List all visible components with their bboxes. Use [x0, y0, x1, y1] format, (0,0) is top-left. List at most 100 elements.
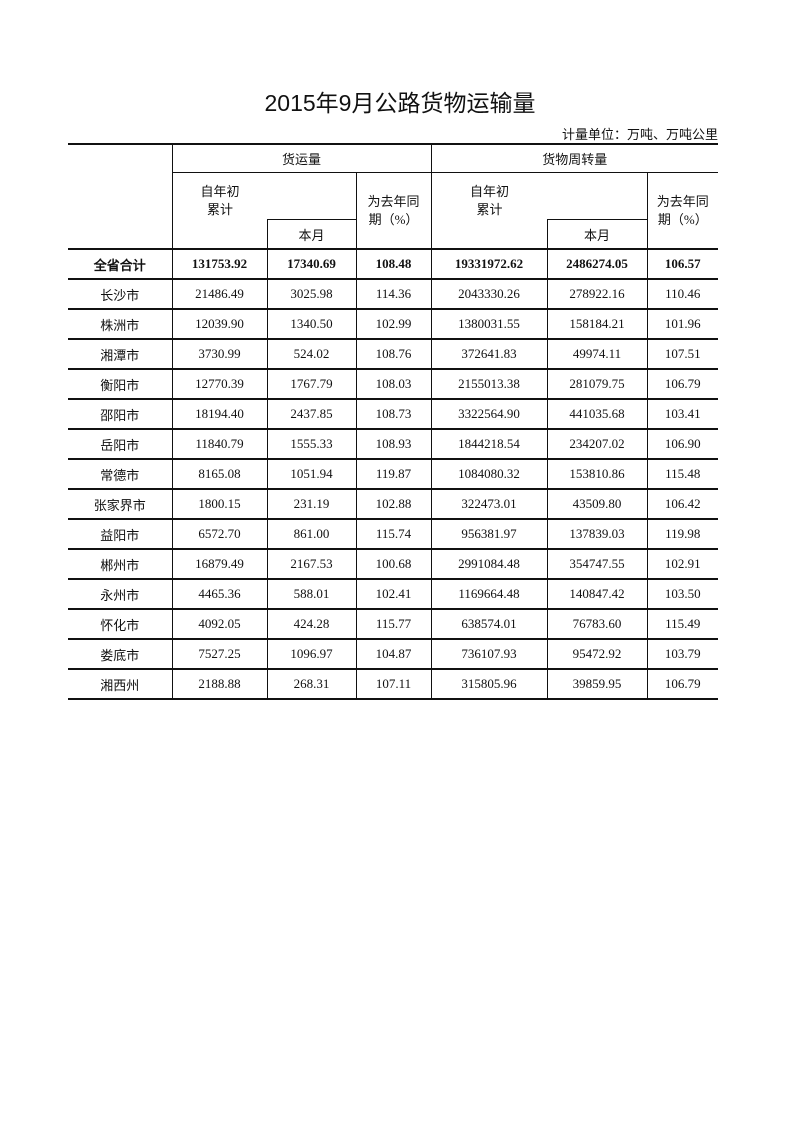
value-cell: 861.00	[266, 518, 357, 550]
table-row: 永州市 4465.36 588.01 102.41 1169664.48 140847.4…	[68, 578, 719, 610]
table-row: 郴州市 16879.49 2167.53 100.68 2991084.48 354747…	[68, 548, 719, 580]
table-row: 株洲市 12039.90 1340.50 102.99 1380031.55 158184…	[68, 308, 719, 340]
value-cell: 4092.05	[171, 608, 268, 640]
value-cell: 115.77	[355, 608, 432, 640]
value-cell: 1051.94	[266, 458, 357, 490]
value-cell: 106.90	[646, 428, 719, 460]
value-cell: 43509.80	[546, 488, 648, 520]
value-cell: 103.41	[646, 398, 719, 430]
table-row: 娄底市 7527.25 1096.97 104.87 736107.93 95472.92…	[68, 638, 719, 670]
value-cell: 102.99	[355, 308, 432, 340]
value-cell: 268.31	[266, 668, 357, 700]
value-cell: 2167.53	[266, 548, 357, 580]
table-row: 湘潭市 3730.99 524.02 108.76 372641.83 49974.11 1…	[68, 338, 719, 370]
table-row: 衡阳市 12770.39 1767.79 108.03 2155013.38 281079…	[68, 368, 719, 400]
value-cell: 11840.79	[171, 428, 268, 460]
value-cell: 115.74	[355, 518, 432, 550]
value-cell: 115.48	[646, 458, 719, 490]
value-cell: 103.50	[646, 578, 719, 610]
value-cell: 153810.86	[546, 458, 648, 490]
page-title: 2015年9月公路货物运输量	[264, 90, 536, 116]
header-cumulative: 自年初 累计	[171, 172, 357, 220]
header-freight-turnover: 货物周转量	[430, 143, 719, 173]
value-cell: 1800.15	[171, 488, 268, 520]
value-cell: 108.76	[355, 338, 432, 370]
value-cell: 372641.83	[430, 338, 548, 370]
value-cell: 39859.95	[546, 668, 648, 700]
value-cell: 104.87	[355, 638, 432, 670]
region-cell: 郴州市	[68, 548, 173, 580]
total-row: 全省合计 131753.92 17340.69 108.48 19331972.62 24…	[68, 248, 719, 280]
header-month: 本月	[266, 219, 357, 250]
value-cell: 2188.88	[171, 668, 268, 700]
region-cell: 湘西州	[68, 668, 173, 700]
value-cell: 588.01	[266, 578, 357, 610]
value-cell: 119.87	[355, 458, 432, 490]
value-cell: 131753.92	[171, 248, 268, 280]
value-cell: 315805.96	[430, 668, 548, 700]
value-cell: 108.73	[355, 398, 432, 430]
table-row: 常德市 8165.08 1051.94 119.87 1084080.32 153810.…	[68, 458, 719, 490]
header-row: 货运量 货物周转量	[68, 143, 719, 250]
value-cell: 524.02	[266, 338, 357, 370]
value-cell: 102.88	[355, 488, 432, 520]
value-cell: 110.46	[646, 278, 719, 310]
header-row: 本月 本月	[68, 219, 718, 250]
header-month: 本月	[546, 219, 648, 250]
value-cell: 6572.70	[171, 518, 268, 550]
region-cell: 怀化市	[68, 608, 173, 640]
table-row: 岳阳市 11840.79 1555.33 108.93 1844218.54 234207…	[68, 428, 719, 460]
value-cell: 234207.02	[546, 428, 648, 460]
value-cell: 115.49	[646, 608, 719, 640]
value-cell: 100.68	[355, 548, 432, 580]
value-cell: 102.91	[646, 548, 719, 580]
value-cell: 106.79	[646, 668, 719, 700]
region-cell: 湘潭市	[68, 338, 173, 370]
region-cell: 常德市	[68, 458, 173, 490]
value-cell: 12039.90	[171, 308, 268, 340]
value-cell: 2155013.38	[430, 368, 548, 400]
value-cell: 16879.49	[171, 548, 268, 580]
value-cell: 140847.42	[546, 578, 648, 610]
header-ratio: 为去年同 期（%）	[646, 172, 719, 250]
value-cell: 106.79	[646, 368, 719, 400]
value-cell: 49974.11	[546, 338, 648, 370]
value-cell: 18194.40	[171, 398, 268, 430]
table-row: 湘西州 2188.88 268.31 107.11 315805.96 39859.95 1…	[68, 668, 719, 700]
value-cell: 281079.75	[546, 368, 648, 400]
value-cell: 1169664.48	[430, 578, 548, 610]
value-cell: 76783.60	[546, 608, 648, 640]
region-cell: 长沙市	[68, 278, 173, 310]
value-cell: 1555.33	[266, 428, 357, 460]
value-cell: 441035.68	[546, 398, 648, 430]
value-cell: 1767.79	[266, 368, 357, 400]
value-cell: 108.48	[355, 248, 432, 280]
value-cell: 3322564.90	[430, 398, 548, 430]
value-cell: 21486.49	[171, 278, 268, 310]
value-cell: 424.28	[266, 608, 357, 640]
header-cumulative: 自年初 累计	[430, 172, 648, 220]
value-cell: 8165.08	[171, 458, 268, 490]
value-cell: 3025.98	[266, 278, 357, 310]
header-region	[68, 143, 173, 250]
table-row: 益阳市 6572.70 861.00 115.74 956381.97 137839.03…	[68, 518, 719, 550]
value-cell: 231.19	[266, 488, 357, 520]
region-cell: 岳阳市	[68, 428, 173, 460]
value-cell: 158184.21	[546, 308, 648, 340]
value-cell: 103.79	[646, 638, 719, 670]
value-cell: 1340.50	[266, 308, 357, 340]
value-cell: 108.03	[355, 368, 432, 400]
value-cell: 17340.69	[266, 248, 357, 280]
region-cell: 衡阳市	[68, 368, 173, 400]
table-row: 怀化市 4092.05 424.28 115.77 638574.01 76783.60 1…	[68, 608, 719, 640]
region-cell: 邵阳市	[68, 398, 173, 430]
freight-table: 货运量 货物周转量 自年初 累计 为去年同 期（%） 自年初 累计 为去年同 期（%） …	[68, 143, 719, 700]
value-cell: 2991084.48	[430, 548, 548, 580]
header-ratio: 为去年同 期（%）	[355, 172, 432, 250]
region-cell: 娄底市	[68, 638, 173, 670]
value-cell: 101.96	[646, 308, 719, 340]
value-cell: 2043330.26	[430, 278, 548, 310]
table-row: 长沙市 21486.49 3025.98 114.36 2043330.26 278922…	[68, 278, 719, 310]
unit-note: 计量单位：万吨、万吨公里	[561, 127, 718, 142]
value-cell: 114.36	[355, 278, 432, 310]
